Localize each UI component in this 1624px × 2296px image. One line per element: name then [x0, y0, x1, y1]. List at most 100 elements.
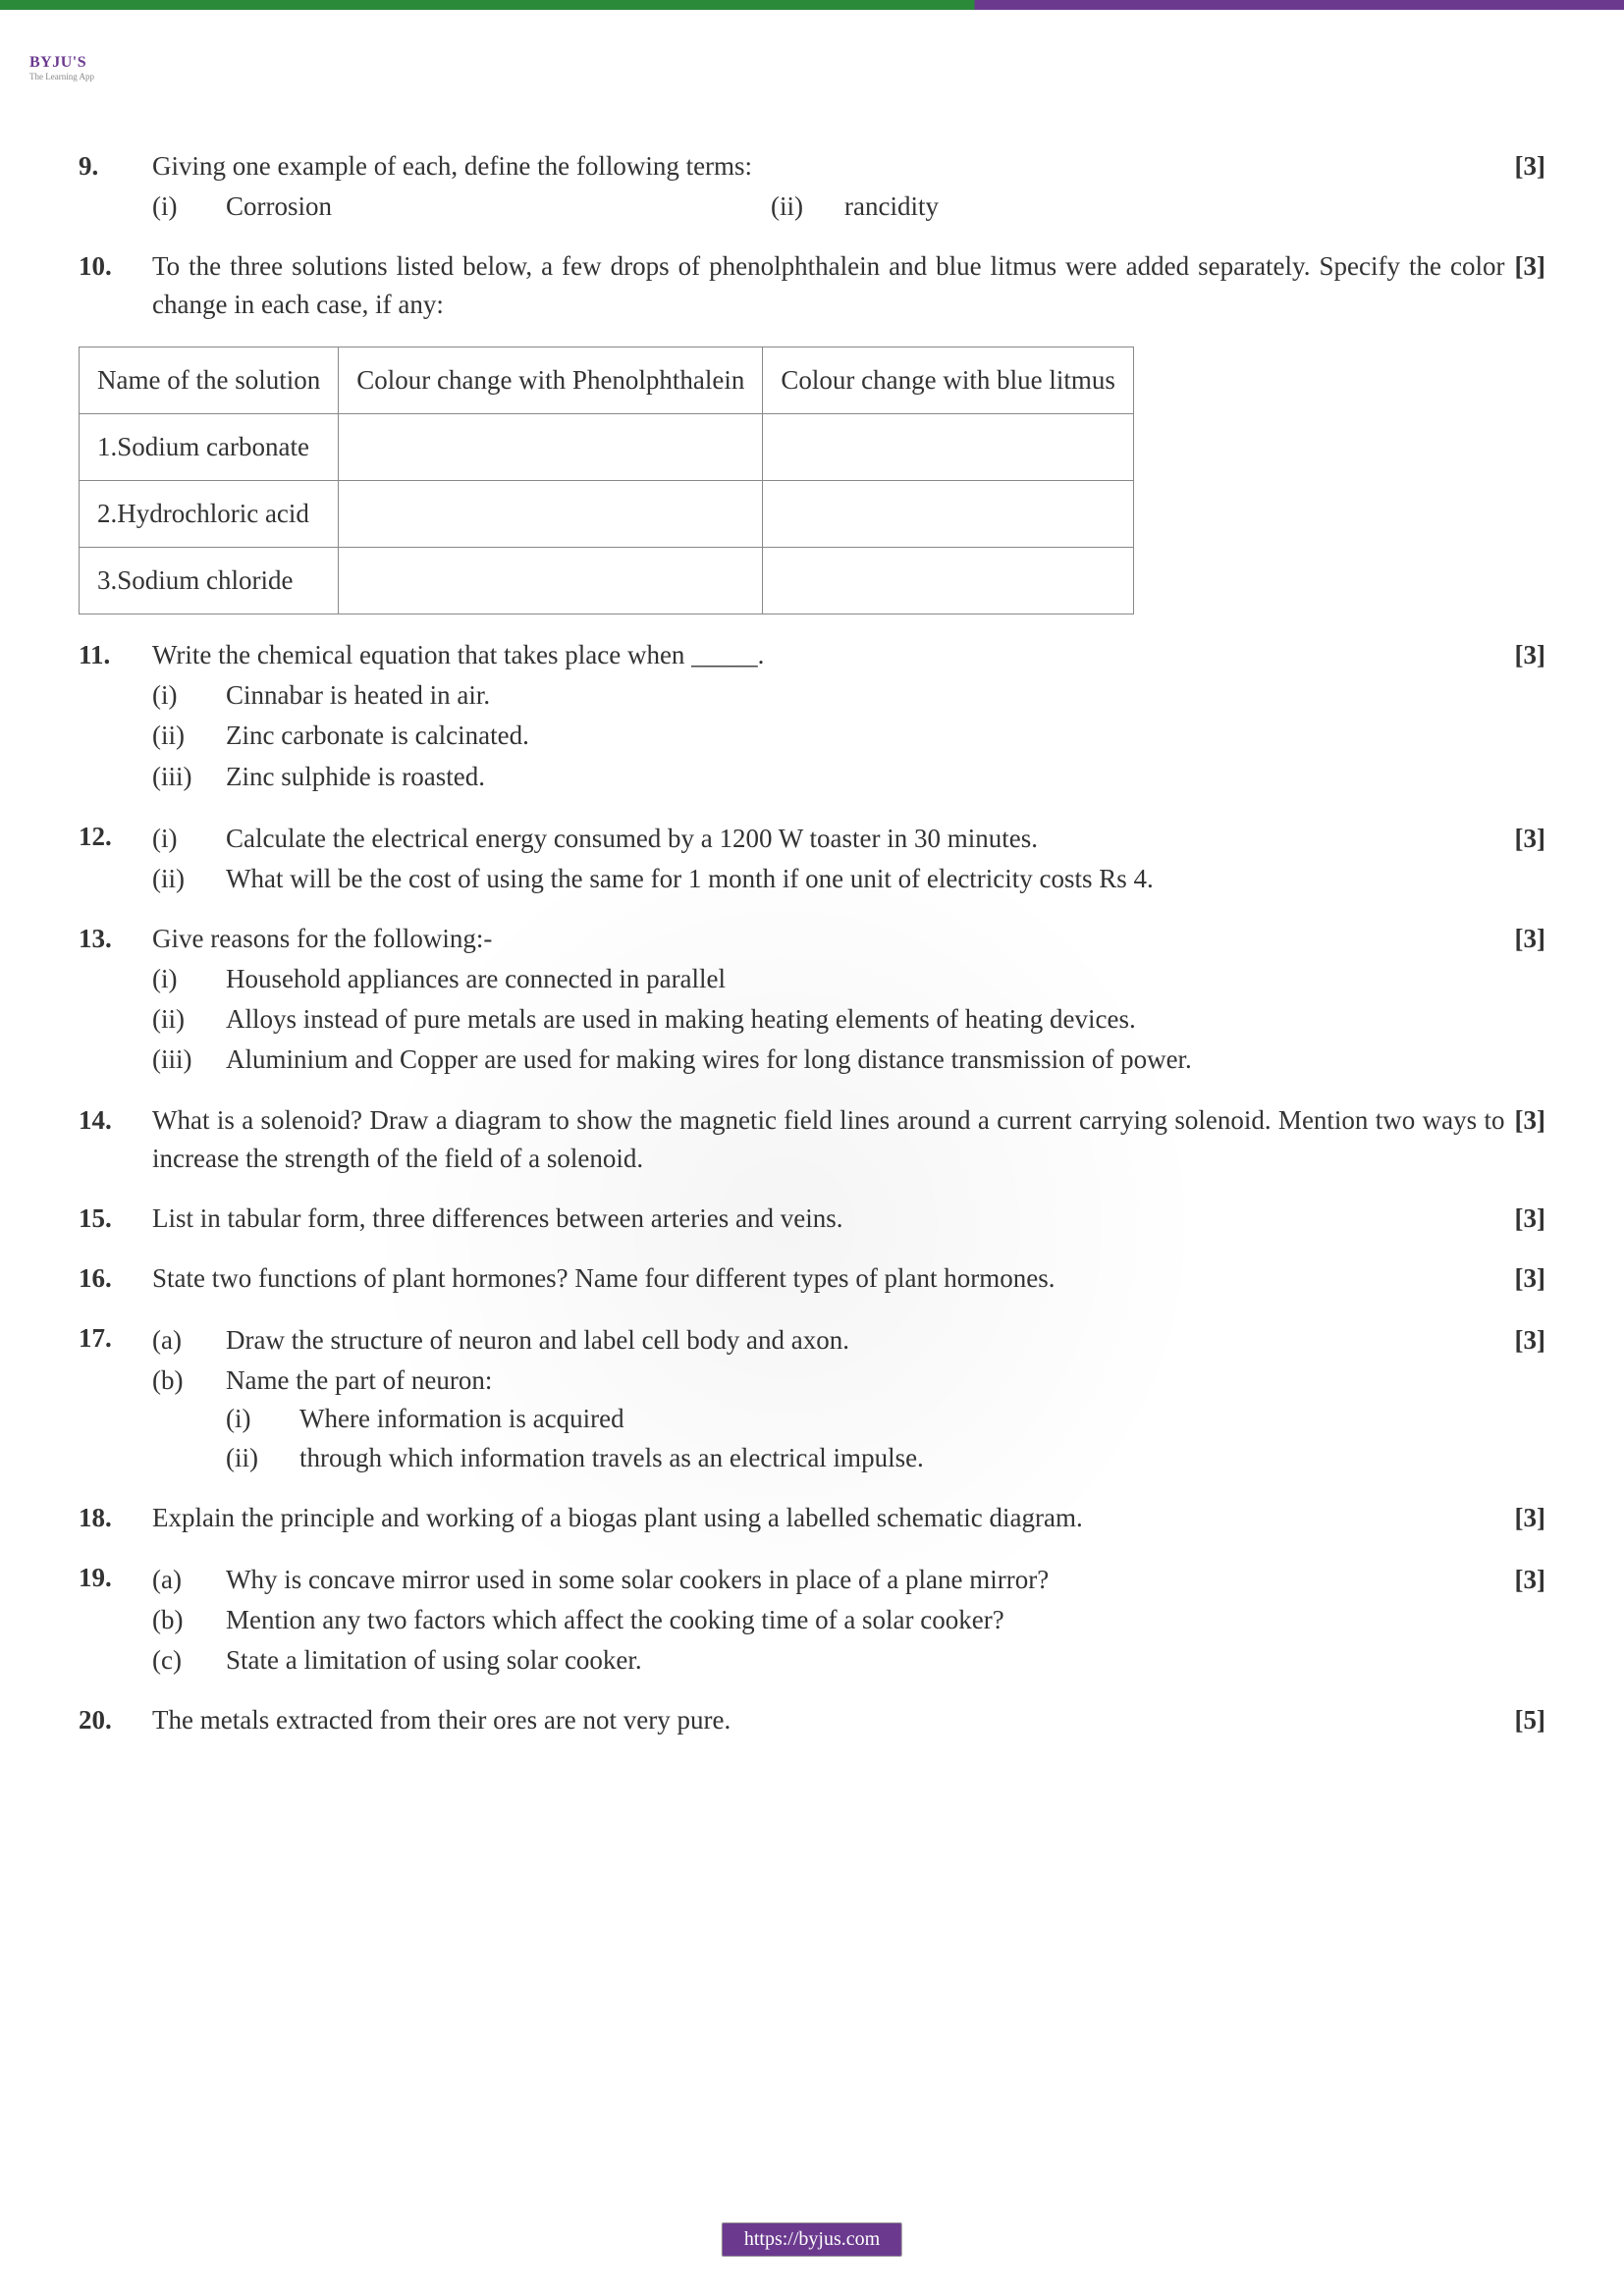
question-number: 11.: [79, 636, 152, 796]
question-text-span: Giving one example of each, define the f…: [152, 151, 752, 181]
question-text-span: Explain the principle and working of a b…: [152, 1503, 1083, 1532]
sub-text: [3]Calculate the electrical energy consu…: [226, 820, 1545, 858]
table-cell: 1.Sodium carbonate: [80, 413, 339, 480]
question-text-span: What is a solenoid? Draw a diagram to sh…: [152, 1105, 1505, 1173]
question: 20.[5]The metals extracted from their or…: [79, 1701, 1545, 1739]
table-cell: [763, 547, 1133, 614]
question-body: [3] State two functions of plant hormones…: [152, 1259, 1545, 1298]
sub-num: (i): [152, 820, 226, 858]
subsub-item: (ii)through which information travels as…: [152, 1439, 1545, 1477]
question-number: 9.: [79, 147, 152, 226]
question: 11. [3] Write the chemical equation that t…: [79, 636, 1545, 796]
question-text-span: The metals extracted from their ores are…: [152, 1705, 731, 1735]
sub-num: (iii): [152, 1041, 226, 1079]
brand-logo: BYJU'S The Learning App: [29, 54, 94, 81]
question-marks: [3]: [1515, 1499, 1545, 1537]
sub-text: Aluminium and Copper are used for making…: [226, 1041, 1545, 1079]
sub-text: [3] Draw the structure of neuron and labe…: [226, 1321, 1545, 1360]
question-number: 12.: [79, 818, 152, 898]
sub-num: (i): [152, 676, 226, 715]
sub-num: (i): [152, 960, 226, 998]
question-text-span: To the three solutions listed below, a f…: [152, 251, 1505, 319]
sub-item: (iii)Zinc sulphide is roasted.: [152, 758, 1545, 796]
question: 15.[3]List in tabular form, three differ…: [79, 1200, 1545, 1238]
sub-text: Name the part of neuron:: [226, 1362, 1545, 1400]
question-marks: [3]: [1515, 1561, 1545, 1599]
question-body: [3] Write the chemical equation that take…: [152, 636, 1545, 796]
table-header-cell: Name of the solution: [80, 347, 339, 413]
sub-item: (iii)Aluminium and Copper are used for m…: [152, 1041, 1545, 1079]
question-number: 19.: [79, 1559, 152, 1680]
sub-num: (a): [152, 1321, 226, 1360]
sub-text-span: Cinnabar is heated in air.: [226, 680, 490, 710]
sub-text-span: What will be the cost of using the same …: [226, 864, 1154, 893]
question-text: [3] Giving one example of each, define th…: [152, 147, 1545, 186]
sub-text: Zinc sulphide is roasted.: [226, 758, 1545, 796]
sub-item: (b)Name the part of neuron:: [152, 1362, 1545, 1400]
sub-text-span: Alloys instead of pure metals are used i…: [226, 1004, 1136, 1034]
table-cell: 3.Sodium chloride: [80, 547, 339, 614]
table-cell: [339, 480, 763, 547]
question-marks: [3]: [1515, 920, 1545, 958]
sub-text: Zinc carbonate is calcinated.: [226, 717, 1545, 755]
option-num: (i): [152, 187, 226, 226]
subsub-item: (i)Where information is acquired: [152, 1400, 1545, 1438]
subsub-num: (i): [226, 1400, 299, 1438]
question-marks: [3]: [1515, 247, 1545, 286]
question-marks: [3]: [1515, 636, 1545, 674]
question-text-span: Write the chemical equation that takes p…: [152, 640, 764, 669]
question-number: 16.: [79, 1259, 152, 1298]
sub-num: (b): [152, 1362, 226, 1400]
sub-num: (a): [152, 1561, 226, 1599]
question-marks: [3]: [1515, 1321, 1545, 1360]
sub-item: (i)[3]Calculate the electrical energy co…: [152, 820, 1545, 858]
question-marks: [3]: [1515, 1259, 1545, 1298]
question-body: [3]Give reasons for the following:-(i)Ho…: [152, 920, 1545, 1080]
question-text: [3] State two functions of plant hormones…: [152, 1259, 1545, 1298]
sub-text-span: Zinc carbonate is calcinated.: [226, 721, 529, 750]
sub-item: (a) [3] Draw the structure of neuron and l…: [152, 1321, 1545, 1360]
question-text: [5]The metals extracted from their ores …: [152, 1701, 1545, 1739]
table-cell: [339, 413, 763, 480]
question: 14.[3]What is a solenoid? Draw a diagram…: [79, 1101, 1545, 1178]
table-cell: [763, 413, 1133, 480]
sub-item: (ii)Alloys instead of pure metals are us…: [152, 1000, 1545, 1039]
question-text-span: Give reasons for the following:-: [152, 924, 492, 953]
sub-text-span: Zinc sulphide is roasted.: [226, 762, 485, 791]
inline-option: (i)Corrosion: [152, 187, 771, 226]
subsub-num: (ii): [226, 1439, 299, 1477]
question-text: [3] What is a solenoid? Draw a diagram to…: [152, 1101, 1545, 1178]
sub-num: (iii): [152, 758, 226, 796]
sub-num: (c): [152, 1641, 226, 1680]
question-body: [3] Giving one example of each, define th…: [152, 147, 1545, 226]
question-text: [3]List in tabular form, three differenc…: [152, 1200, 1545, 1238]
sub-text-span: Mention any two factors which affect the…: [226, 1605, 1004, 1634]
question-marks: [3]: [1515, 147, 1545, 186]
question-marks: [3]: [1515, 1101, 1545, 1140]
top-color-bar: [0, 0, 1624, 10]
footer-url-text: https://byjus.com: [744, 2228, 880, 2250]
logo-tagline: The Learning App: [29, 72, 94, 81]
sub-item: (c)State a limitation of using solar coo…: [152, 1641, 1545, 1680]
question-body: (a)[3]Why is concave mirror used in some…: [152, 1559, 1545, 1680]
sub-text: Cinnabar is heated in air.: [226, 676, 1545, 715]
table-row: 3.Sodium chloride: [80, 547, 1134, 614]
sub-text-span: Draw the structure of neuron and label c…: [226, 1325, 849, 1355]
sub-num: (ii): [152, 860, 226, 898]
logo-text: BYJU'S: [29, 54, 86, 71]
question-body: [3] What is a solenoid? Draw a diagram to…: [152, 1101, 1545, 1178]
sub-text: What will be the cost of using the same …: [226, 860, 1545, 898]
table-row: 1.Sodium carbonate: [80, 413, 1134, 480]
question-number: 15.: [79, 1200, 152, 1238]
sub-item: (b)Mention any two factors which affect …: [152, 1601, 1545, 1639]
question-marks: [3]: [1515, 820, 1545, 858]
question-number: 20.: [79, 1701, 152, 1739]
sub-text: [3]Why is concave mirror used in some so…: [226, 1561, 1545, 1599]
question-number: 10.: [79, 247, 152, 324]
question-text-span: State two functions of plant hormones? N…: [152, 1263, 1056, 1293]
sub-item: (ii)Zinc carbonate is calcinated.: [152, 717, 1545, 755]
question-number: 18.: [79, 1499, 152, 1537]
subsub-text: Where information is acquired: [299, 1400, 624, 1438]
question: 10. [3] To the three solutions listed belo…: [79, 247, 1545, 324]
sub-item: (ii)What will be the cost of using the s…: [152, 860, 1545, 898]
